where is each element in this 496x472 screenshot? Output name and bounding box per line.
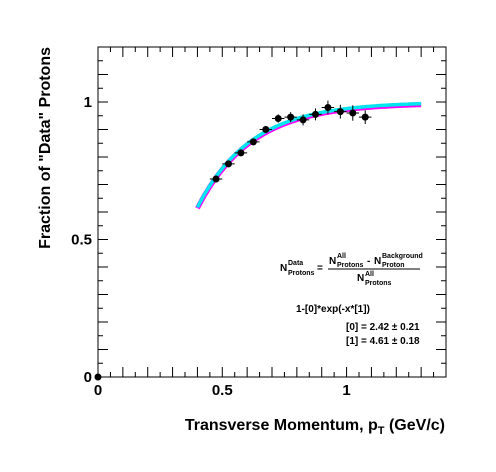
svg-text:Protons: Protons <box>288 270 315 277</box>
data-point <box>349 109 357 117</box>
y-tick-label: 0 <box>84 369 92 386</box>
svg-text:-: - <box>367 256 370 267</box>
tick-labels: 0 0.5 1 0 0.5 1 <box>71 94 351 399</box>
data-point <box>237 149 245 157</box>
data-point <box>312 110 319 118</box>
y-tick-label: 1 <box>84 94 92 111</box>
svg-text:All: All <box>337 253 346 260</box>
data-point <box>336 108 344 116</box>
data-point <box>287 113 295 121</box>
data-points <box>94 100 372 381</box>
fit-curve-cyan <box>195 101 422 209</box>
svg-text:Protons: Protons <box>365 280 392 287</box>
svg-text:N: N <box>374 256 381 267</box>
data-point <box>212 175 220 183</box>
data-point <box>249 138 257 146</box>
y-axis-label: Fraction of "Data" Protons <box>37 47 54 249</box>
svg-text:Proton: Proton <box>382 262 405 269</box>
data-point <box>324 104 332 111</box>
fit-param-0: [0] = 2.42 ± 0.21 <box>346 322 420 333</box>
svg-text:Protons: Protons <box>337 262 364 269</box>
x-tick-label: 0.5 <box>212 382 233 399</box>
svg-text:Background: Background <box>382 253 423 260</box>
y-tick-label: 0.5 <box>71 232 92 249</box>
data-point <box>225 160 232 168</box>
svg-text:=: = <box>317 263 323 274</box>
data-point <box>274 115 282 122</box>
fit-curves <box>195 101 422 210</box>
origin-point <box>94 373 102 381</box>
svg-text:All: All <box>365 271 374 278</box>
svg-text:Data: Data <box>288 260 303 267</box>
formula-annotation: N Data Protons = N All Protons - N Backg… <box>280 253 423 287</box>
axis-ticks <box>97 46 447 378</box>
fit-function-label: 1-[0]*exp(-x*[1]) <box>296 304 370 315</box>
data-point <box>361 113 369 121</box>
x-axis-label: Transverse Momentum, pT (GeV/c) <box>185 417 445 437</box>
data-point <box>262 126 270 133</box>
x-tick-label: 0 <box>94 382 102 399</box>
svg-text:N: N <box>329 256 336 267</box>
fit-param-1: [1] = 4.61 ± 0.18 <box>346 336 420 347</box>
x-tick-label: 1 <box>342 382 350 399</box>
svg-text:N: N <box>357 273 364 284</box>
svg-text:N: N <box>280 263 287 274</box>
data-point <box>299 116 307 124</box>
